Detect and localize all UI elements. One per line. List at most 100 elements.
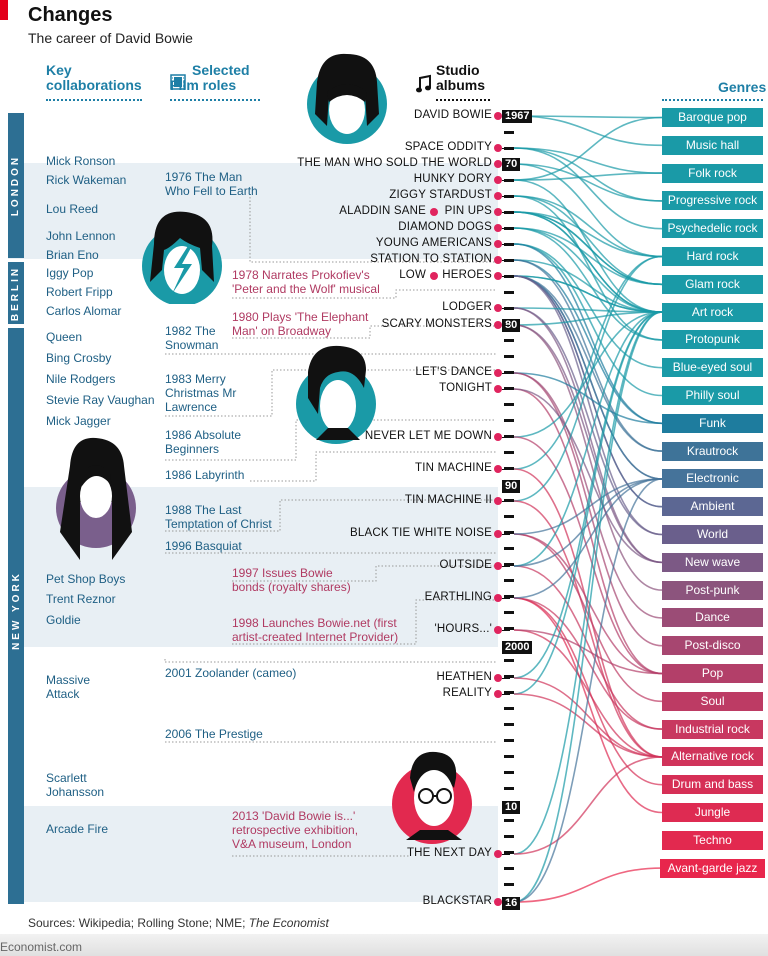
timeline-tick [504,755,514,758]
connection-curve [513,163,663,202]
film-reel-icon [170,74,186,90]
genre-music-hall: Music hall [662,135,763,155]
timeline-tick [504,291,514,294]
genre-baroque-pop: Baroque pop [662,108,763,127]
album-connector [502,307,510,309]
connection-curve [513,478,663,903]
genre-drum-and-bass: Drum and bass [662,775,763,795]
genre-post-punk: Post-punk [662,580,763,600]
timeline-tick [504,659,514,662]
film-1986b: 1986 Labyrinth [165,468,245,482]
connection-curve [513,211,663,313]
city-bar-london [8,113,24,258]
city-bar-berlin [8,262,24,324]
film-1986a: 1986 Absolute Beginners [165,428,242,456]
genre-avant-garde-jazz: Avant-garde jazz [660,858,765,878]
connection-curve [513,243,663,397]
connection-curve [513,597,663,814]
timeline-tick [504,275,514,278]
film-2006: 2006 The Prestige [165,727,263,741]
connection-curve [513,324,663,591]
album-label: BLACK TIE WHITE NOISE [349,527,492,539]
portrait-1967-icon [307,53,387,144]
album-connector [502,436,510,438]
album-connector [502,163,510,165]
album-label: REALITY [442,687,492,699]
album-dot [494,304,502,312]
timeline-tick [504,179,514,182]
header-albums-underline [436,99,490,101]
timeline-tick [504,707,514,710]
collab-trent-reznor: Trent Reznor [46,592,116,606]
album-connector [502,275,510,277]
event-1980: 1980 Plays 'The Elephant Man' on Broadwa… [232,310,369,338]
timeline-tick [504,627,514,630]
album-dot [494,192,502,200]
sources-note: Sources: Wikipedia; Rolling Stone; NME; … [28,916,329,930]
connection-curve [513,597,663,730]
album-dot [494,433,502,441]
album-connector [502,372,510,374]
connection-curve [513,629,663,675]
timeline-tick [504,739,514,742]
timeline-tick [504,547,514,550]
connection-curve [513,372,663,619]
connection-curve [513,147,663,174]
timeline-tick [504,563,514,566]
connection-curve [513,275,663,536]
footer-site: Economist.com [0,940,83,954]
timeline-tick [504,867,514,870]
connection-curve [513,324,663,564]
city-label-london: LONDON [10,154,22,217]
portrait-1980s-icon [296,345,376,444]
header-collaborations-underline [46,99,142,101]
album-dot [494,112,502,120]
album-connector [502,115,510,117]
connection-curve [513,211,663,286]
year-1967: 1967 [502,110,533,123]
album-label: ZIGGY STARDUST [389,189,492,201]
connection-curve [513,147,663,230]
event-1997: 1997 Issues Bowie bonds (royalty shares) [232,566,351,594]
collab-scarlett-johansson: Scarlett Johansson [46,771,105,799]
album-dot [494,562,502,570]
year-1980: 80 [502,319,521,332]
connection-curve [513,478,663,599]
album-dot [494,465,502,473]
page-title: Changes [28,4,113,26]
genre-krautrock: Krautrock [662,441,763,461]
album-dot [494,240,502,248]
connection-curve [513,259,663,452]
timeline-tick [504,595,514,598]
page-subtitle: The career of David Bowie [28,30,193,46]
connection-curve [513,211,663,258]
event-1998: 1998 Launches Bowie.net (first artist-cr… [232,616,399,644]
album-dot [494,497,502,505]
album-connector [502,500,510,502]
timeline-tick [504,339,514,342]
connection-curve [513,275,663,480]
connection-curve [513,867,663,903]
album-label: TIN MACHINE II [404,494,492,506]
timeline-tick [504,723,514,726]
connection-curve [513,227,663,286]
connection-curve [513,693,663,758]
connection-curve [513,243,663,425]
portrait-2010s-icon [392,751,472,844]
connection-curve [513,500,663,758]
red-corner-marker [0,0,8,20]
collab-rick-wakeman: Rick Wakeman [46,173,127,187]
connection-curve [513,311,663,695]
timeline-tick [504,403,514,406]
album-connector [502,195,510,197]
genre-dance: Dance [662,608,763,628]
connection-curve [513,227,663,313]
genre-post-disco: Post-disco [662,636,763,656]
collab-nile-rodgers: Nile Rodgers [46,372,116,386]
timeline-tick [504,787,514,790]
collab-iggy-pop: Iggy Pop [46,266,94,280]
album-connector [502,259,510,261]
film-1996: 1996 Basquiat [165,539,242,553]
album-dot [430,208,438,216]
